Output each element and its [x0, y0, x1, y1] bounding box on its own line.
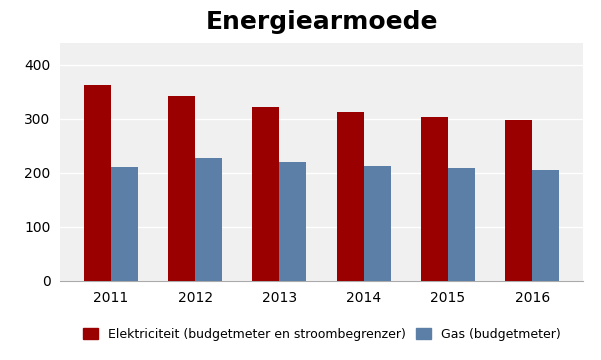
Bar	[505, 120, 532, 281]
Bar	[448, 168, 475, 281]
Title: Energiearmoede: Energiearmoede	[206, 10, 438, 34]
Bar	[337, 112, 364, 281]
Bar	[364, 166, 391, 281]
Bar	[421, 117, 448, 281]
Bar	[252, 107, 279, 281]
Bar	[84, 85, 111, 281]
Bar	[168, 96, 195, 281]
Bar	[111, 167, 138, 281]
Bar	[279, 162, 307, 281]
Bar	[195, 158, 222, 281]
Bar	[532, 170, 559, 281]
Legend: Elektriciteit (budgetmeter en stroombegrenzer), Gas (budgetmeter): Elektriciteit (budgetmeter en stroombegr…	[78, 323, 566, 346]
